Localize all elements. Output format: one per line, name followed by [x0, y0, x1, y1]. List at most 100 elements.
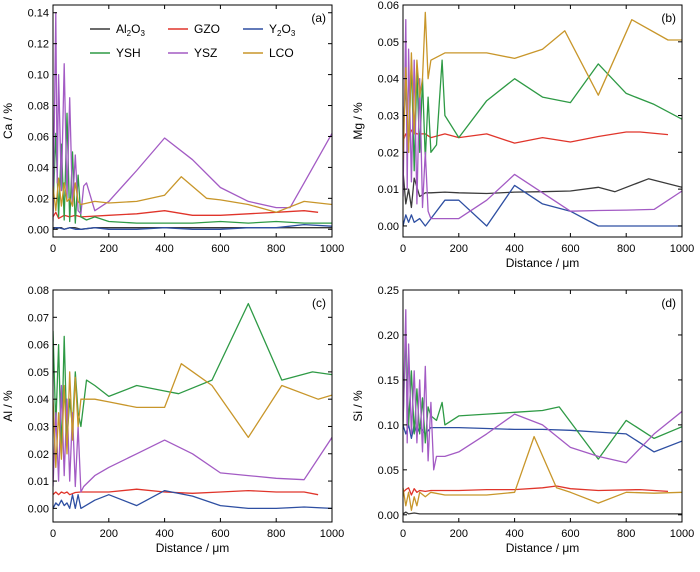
- x-tick-label: 200: [450, 243, 468, 255]
- x-tick-label: 400: [155, 243, 173, 255]
- y-tick-label: 0.05: [378, 465, 399, 477]
- x-tick-label: 600: [561, 243, 579, 255]
- y-tick-label: 0.08: [28, 285, 49, 297]
- y-tick-label: 0.02: [378, 147, 399, 159]
- x-tick-label: 400: [505, 528, 523, 540]
- series-line-YSH: [53, 112, 332, 224]
- y-tick-label: 0.10: [28, 70, 49, 82]
- x-axis-label: Distance / μm: [506, 541, 580, 555]
- y-axis-label: Mg / %: [351, 102, 365, 140]
- series-line-GZO: [403, 129, 669, 144]
- legend-label: LCO: [269, 46, 294, 60]
- x-tick-label: 600: [211, 243, 229, 255]
- y-tick-label: 0.05: [378, 37, 399, 49]
- x-tick-label: 1000: [320, 243, 344, 255]
- x-tick-label: 200: [450, 528, 468, 540]
- series-line-Y2O3: [403, 184, 682, 227]
- x-tick-label: 200: [100, 243, 118, 255]
- y-tick-label: 0.20: [378, 330, 399, 342]
- y-tick-label: 0.14: [28, 8, 49, 20]
- legend-entry-LCO: LCO: [243, 46, 294, 60]
- chart-panel: 0 200 400 600 800 1000 0.00 0.02 0.04 0.06 0.08 0.1…: [1, 4, 344, 255]
- y-tick-label: 0.07: [28, 312, 49, 324]
- series-line-YSZ: [53, 12, 332, 222]
- plot-frame: [402, 289, 683, 523]
- x-tick-label: 800: [617, 528, 635, 540]
- series-line-YSH: [403, 59, 682, 172]
- x-tick-label: 200: [100, 528, 118, 540]
- series-line-YSZ: [53, 384, 332, 493]
- series-line-YSZ: [403, 309, 682, 471]
- x-axis-label: Distance / μm: [506, 256, 580, 270]
- series-line-YSH: [403, 334, 682, 460]
- y-axis-label: Ca / %: [1, 103, 15, 139]
- series-line-GZO: [53, 210, 319, 220]
- legend-entry-GZO: GZO: [168, 22, 220, 36]
- y-axis-label: Si / %: [351, 390, 365, 422]
- series-line-Al2O3: [403, 170, 682, 209]
- x-tick-label: 800: [267, 243, 285, 255]
- series-line-Al2O3: [403, 511, 682, 515]
- y-tick-label: 0.06: [28, 131, 49, 143]
- legend-label: GZO: [194, 22, 220, 36]
- chart-panel: 0 200 400 600 800 1000 0.00 0.01 0.02 0.03 0.04 0.0…: [1, 285, 344, 555]
- x-tick-label: 600: [561, 528, 579, 540]
- y-tick-label: 0.05: [28, 367, 49, 379]
- legend-entry-Al2O3: Al2O3: [90, 22, 145, 38]
- y-tick-label: 0.06: [28, 340, 49, 352]
- y-tick-label: 0.04: [28, 162, 49, 174]
- panel-tag: (b): [661, 11, 676, 25]
- y-tick-label: 0.12: [28, 39, 49, 51]
- series-line-LCO: [403, 11, 682, 160]
- y-tick-label: 0.02: [28, 449, 49, 461]
- y-tick-label: 0.01: [378, 184, 399, 196]
- x-tick-label: 0: [400, 528, 406, 540]
- chart-panel: 0 200 400 600 800 1000 0.00 0.05 0.10 0.15 0.20 0.2…: [351, 285, 694, 555]
- x-tick-label: 0: [400, 243, 406, 255]
- y-tick-label: 0.00: [28, 224, 49, 236]
- chart-panel: 0 200 400 600 800 1000 0.00 0.01 0.02 0.03 0.04 0.0…: [351, 0, 694, 270]
- series-line-LCO: [53, 176, 332, 213]
- y-tick-label: 0.01: [28, 476, 49, 488]
- legend-label: YSZ: [194, 46, 217, 60]
- x-axis-label: Distance / μm: [156, 541, 230, 555]
- x-tick-label: 0: [50, 528, 56, 540]
- panel-tag: (d): [661, 296, 676, 310]
- panel-tag: (c): [312, 296, 326, 310]
- x-tick-label: 400: [505, 243, 523, 255]
- plot-frame: [52, 289, 333, 523]
- series-line-Y2O3: [53, 223, 332, 230]
- x-tick-label: 800: [617, 243, 635, 255]
- series-line-Y2O3: [403, 424, 682, 453]
- legend-entry-Y2O3: Y2O3: [243, 22, 296, 38]
- series-line-LCO: [53, 363, 332, 469]
- x-tick-label: 1000: [670, 243, 694, 255]
- legend-label: Al2O3: [116, 22, 145, 38]
- y-tick-label: 0.03: [28, 421, 49, 433]
- plot-frame: [402, 4, 683, 238]
- series-line-YSH: [53, 302, 332, 455]
- y-tick-label: 0.00: [28, 503, 49, 515]
- panel-tag: (a): [311, 11, 326, 25]
- legend-entry-YSZ: YSZ: [168, 46, 217, 60]
- y-tick-label: 0.04: [28, 394, 49, 406]
- y-tick-label: 0.06: [378, 0, 399, 12]
- y-tick-label: 0.04: [378, 74, 399, 86]
- x-tick-label: 600: [211, 528, 229, 540]
- y-axis-label: Al / %: [1, 390, 15, 422]
- legend-label: Y2O3: [269, 22, 296, 38]
- y-tick-label: 0.03: [378, 110, 399, 122]
- y-tick-label: 0.15: [378, 375, 399, 387]
- legend-entry-YSH: YSH: [90, 46, 141, 60]
- x-tick-label: 800: [267, 528, 285, 540]
- plot-frame: [52, 4, 333, 238]
- series-line-GZO: [53, 488, 319, 496]
- y-tick-label: 0.08: [28, 101, 49, 113]
- y-tick-label: 0.00: [378, 510, 399, 522]
- x-tick-label: 1000: [670, 528, 694, 540]
- x-tick-label: 400: [155, 528, 173, 540]
- y-tick-label: 0.10: [378, 420, 399, 432]
- y-tick-label: 0.02: [28, 193, 49, 205]
- legend-label: YSH: [116, 46, 141, 60]
